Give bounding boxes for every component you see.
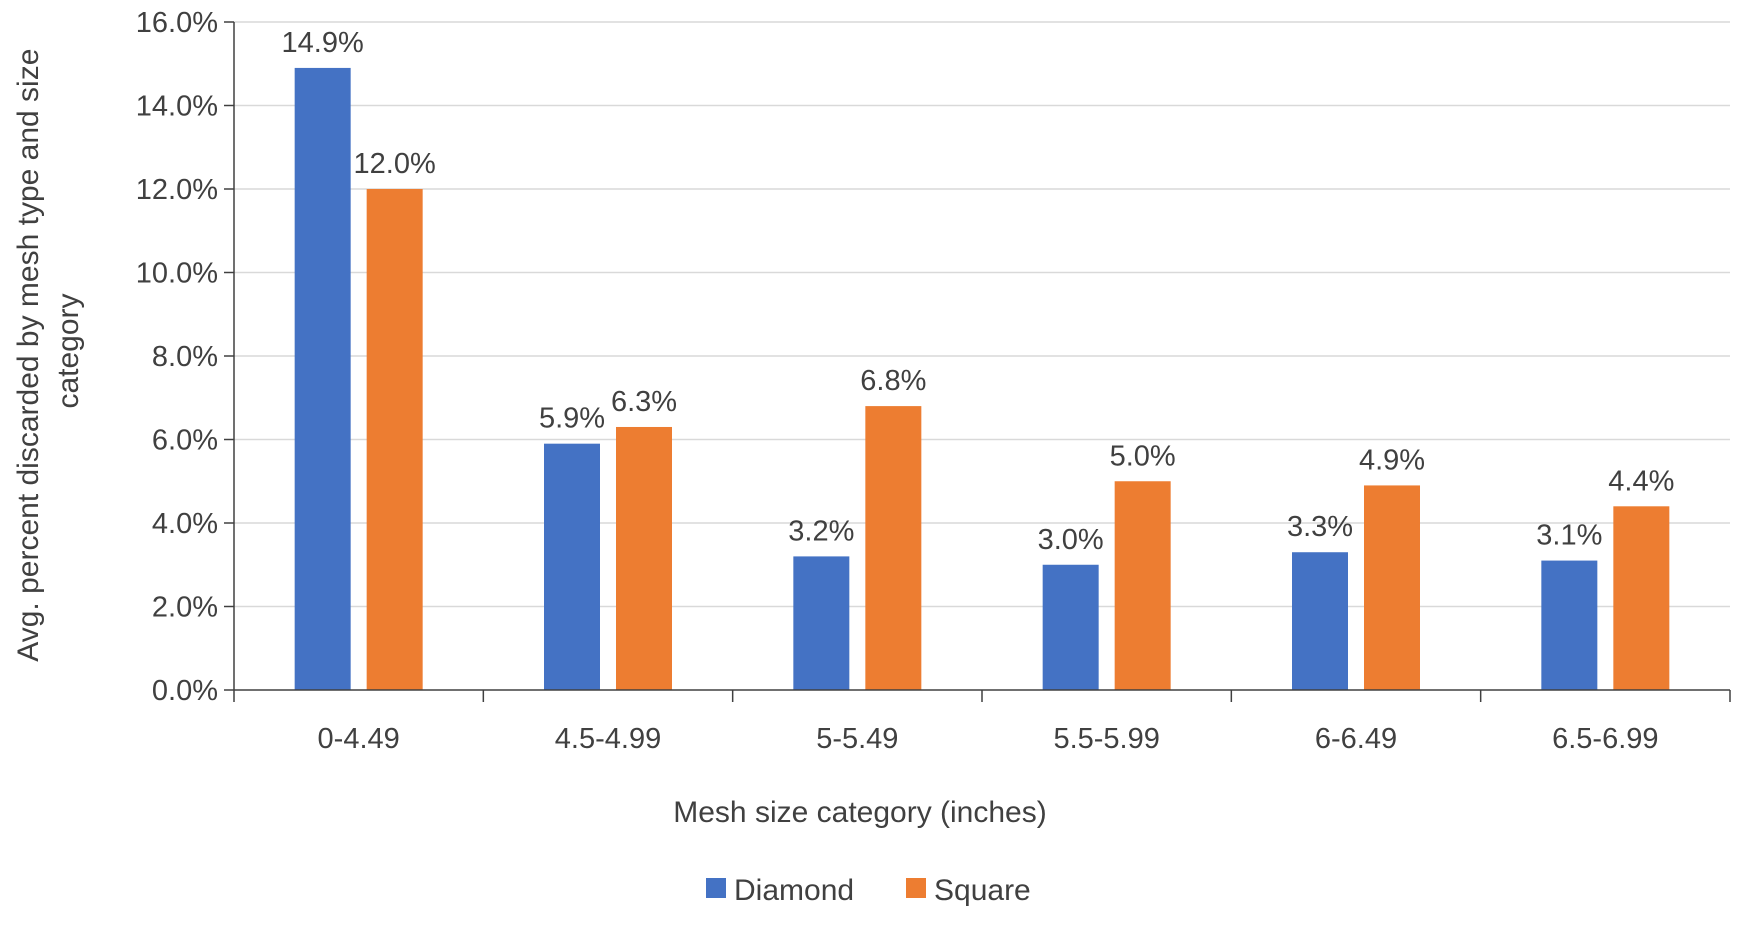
data-label-diamond: 3.0% [1038, 524, 1104, 556]
data-label-square: 6.8% [860, 365, 926, 397]
y-tick-label: 8.0% [152, 341, 218, 373]
legend-swatch-diamond [706, 878, 726, 898]
y-axis-title-line-1: Avg. percent discarded by mesh type and … [12, 49, 45, 662]
y-tick-label: 6.0% [152, 425, 218, 457]
x-axis-title: Mesh size category (inches) [673, 796, 1046, 829]
y-axis-title-line-2: category [52, 293, 85, 408]
data-label-square: 5.0% [1110, 440, 1176, 472]
x-tick-label: 6.5-6.99 [1552, 723, 1658, 755]
data-label-square: 12.0% [354, 148, 436, 180]
data-label-square: 6.3% [611, 386, 677, 418]
bar-square [1114, 481, 1171, 690]
bar-square [1613, 506, 1670, 690]
legend: Diamond Square [706, 874, 1031, 907]
bar-square [865, 406, 922, 690]
y-tick-label: 12.0% [136, 174, 218, 206]
x-tick-label: 4.5-4.99 [555, 723, 661, 755]
bar-diamond [1541, 560, 1598, 690]
bar-diamond [544, 443, 600, 690]
bar-diamond [793, 556, 850, 690]
bar-diamond [294, 67, 351, 691]
bar-square [616, 426, 672, 690]
axes: 0.0% 2.0% 4.0% 6.0% 8.0% 10.0% 12.0% 14.0% 16.0%… [136, 7, 1731, 755]
bars [294, 67, 1670, 691]
y-tick-label: 2.0% [152, 592, 218, 624]
data-label-diamond: 14.9% [282, 27, 364, 59]
data-label-square: 4.9% [1359, 444, 1425, 476]
bar-square [366, 189, 423, 690]
x-tick-label: 0-4.49 [318, 723, 400, 755]
y-axis-title: Avg. percent discarded by mesh type and … [12, 40, 85, 661]
data-label-square: 4.4% [1608, 465, 1674, 497]
data-label-diamond: 3.2% [788, 515, 854, 547]
legend-label-square: Square [934, 874, 1031, 907]
data-label-diamond: 5.9% [539, 403, 605, 435]
bar-diamond [1292, 552, 1348, 690]
bar-diamond [1042, 564, 1099, 690]
gridlines [234, 21, 1730, 608]
x-tick-label: 5-5.49 [816, 723, 898, 755]
data-label-diamond: 3.1% [1536, 520, 1602, 552]
legend-swatch-square [906, 878, 926, 898]
bar-square [1364, 485, 1420, 690]
x-tick-label: 6-6.49 [1315, 723, 1397, 755]
y-tick-label: 10.0% [136, 258, 218, 290]
y-tick-label: 4.0% [152, 508, 218, 540]
y-tick-label: 14.0% [136, 91, 218, 123]
x-tick-label: 5.5-5.99 [1053, 723, 1159, 755]
data-label-diamond: 3.3% [1287, 511, 1353, 543]
y-tick-label: 0.0% [152, 675, 218, 707]
data-labels: 14.9% 5.9% 3.2% 3.0% 3.3% 3.1% 12.0% 6.3% 6.8% 5.… [282, 27, 1675, 556]
legend-label-diamond: Diamond [734, 874, 854, 907]
y-tick-label: 16.0% [136, 7, 218, 39]
